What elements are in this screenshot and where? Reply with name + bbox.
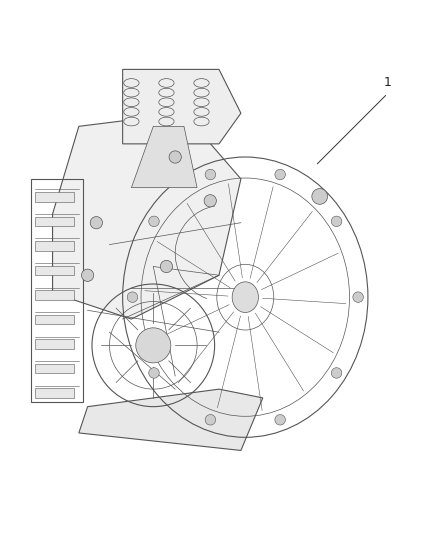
- Polygon shape: [131, 126, 197, 188]
- Circle shape: [205, 415, 215, 425]
- Circle shape: [169, 151, 181, 163]
- Circle shape: [149, 368, 159, 378]
- Polygon shape: [123, 69, 241, 144]
- Polygon shape: [53, 113, 241, 319]
- Circle shape: [90, 216, 102, 229]
- FancyBboxPatch shape: [35, 364, 74, 374]
- Circle shape: [149, 216, 159, 227]
- Circle shape: [204, 195, 216, 207]
- FancyBboxPatch shape: [35, 290, 74, 300]
- Ellipse shape: [232, 282, 258, 312]
- Polygon shape: [79, 389, 263, 450]
- Circle shape: [160, 260, 173, 273]
- Circle shape: [81, 269, 94, 281]
- Text: 1: 1: [384, 76, 392, 89]
- Circle shape: [331, 216, 342, 227]
- FancyBboxPatch shape: [35, 265, 74, 275]
- FancyBboxPatch shape: [35, 192, 74, 201]
- FancyBboxPatch shape: [35, 314, 74, 324]
- FancyBboxPatch shape: [35, 388, 74, 398]
- FancyBboxPatch shape: [35, 339, 74, 349]
- Circle shape: [205, 169, 215, 180]
- Circle shape: [275, 169, 286, 180]
- Circle shape: [353, 292, 364, 302]
- Ellipse shape: [136, 328, 171, 363]
- FancyBboxPatch shape: [35, 216, 74, 226]
- Circle shape: [275, 415, 286, 425]
- Circle shape: [127, 292, 138, 302]
- Circle shape: [331, 368, 342, 378]
- Circle shape: [312, 189, 328, 204]
- FancyBboxPatch shape: [35, 241, 74, 251]
